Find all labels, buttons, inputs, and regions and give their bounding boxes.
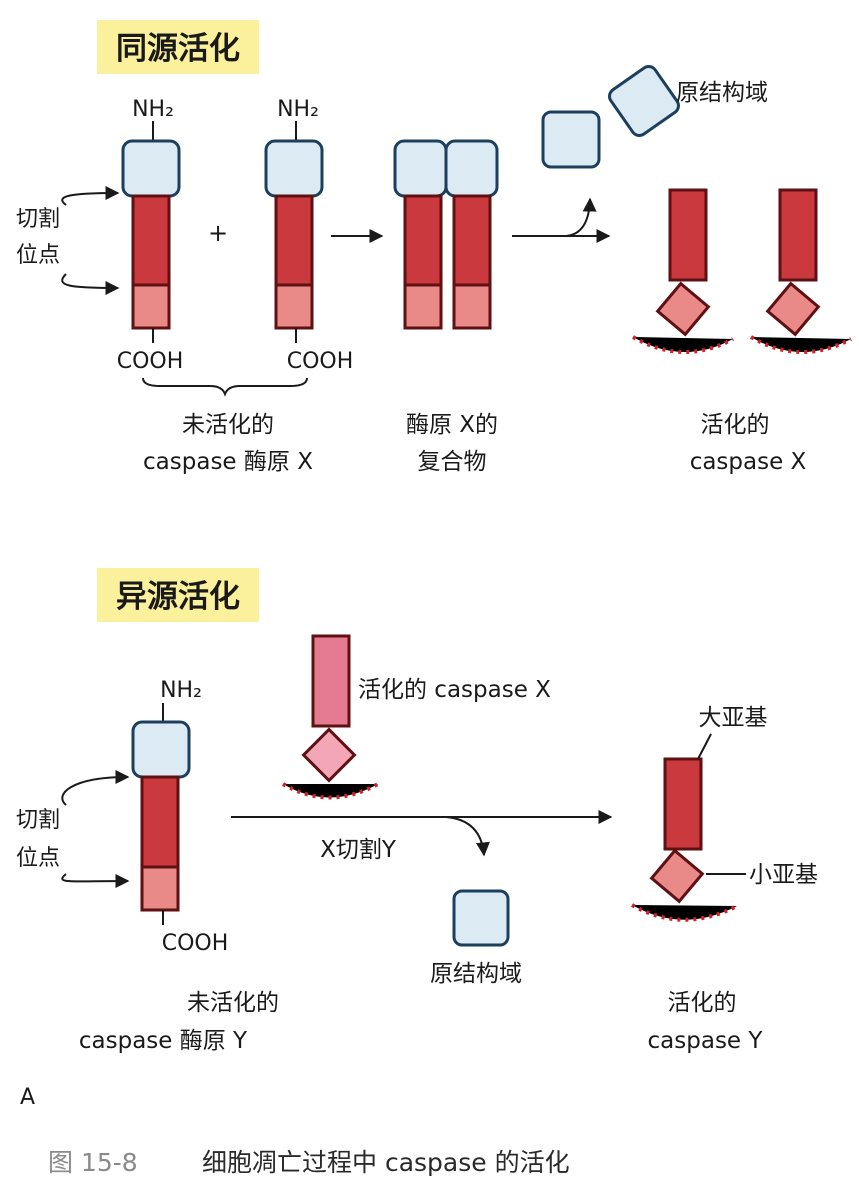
procaspase-y: NH₂ COOH [131, 678, 229, 956]
inactive-procaspase-x-label-line1: 未活化的 [182, 412, 274, 438]
released-prodomain [541, 110, 601, 169]
heterologous-activation-section: 异源活化 NH₂ COOH 切割 位点 未活化的 caspase 酶原 Y 活化… [16, 568, 818, 1054]
cleavage-site-label-line1: 切割 [16, 808, 60, 833]
cleavage-site-label-top-line1: 切割 [16, 207, 60, 232]
plus-sign: + [208, 219, 228, 247]
procaspase-x-right: NH₂ COOH [264, 97, 354, 374]
activity-rays [631, 903, 738, 922]
active-caspase-x-enzyme [281, 634, 379, 800]
activity-rays [749, 335, 852, 354]
active-caspase-x-label-line1: 活化的 [701, 412, 770, 438]
large-subunit [778, 188, 818, 282]
released-prodomain [452, 889, 510, 947]
large-subunit [668, 188, 708, 282]
homologous-title: 同源活化 [116, 31, 240, 67]
small-subunit [649, 848, 705, 904]
small-subunit [301, 727, 357, 783]
grouping-brace [142, 377, 308, 397]
active-caspase-y-label-line1: 活化的 [668, 990, 737, 1016]
large-subunit [403, 194, 443, 287]
active-caspase-x-label: 活化的 caspase X [358, 677, 551, 703]
panel-label: A [20, 1085, 35, 1110]
large-subunit-leader [697, 733, 712, 760]
large-subunit [452, 194, 492, 287]
prodomain [121, 139, 181, 198]
procaspase-x-left: NH₂ COOH [117, 97, 184, 374]
small-subunit [131, 283, 171, 330]
cleavage-site-label-top-line2: 位点 [16, 243, 60, 268]
cooh-label: COOH [162, 931, 229, 956]
large-subunit [274, 194, 314, 287]
small-subunit [274, 283, 314, 330]
active-caspase-x [631, 188, 852, 354]
nh2-label: NH₂ [132, 97, 174, 122]
complex-label-line2: 复合物 [418, 449, 487, 475]
cleavage-arrow-upper [61, 186, 120, 206]
cleavage-arrow-upper [61, 770, 130, 806]
small-subunit-label: 小亚基 [749, 862, 818, 888]
large-subunit [140, 775, 180, 869]
x-cleaves-y-label: X切割Y [320, 837, 397, 863]
prodomain-label: 原结构域 [430, 961, 522, 987]
prodomain [131, 720, 191, 779]
active-caspase-y [631, 757, 738, 922]
nh2-label: NH₂ [277, 97, 319, 122]
small-subunit [655, 281, 711, 337]
cooh-label: COOH [117, 349, 184, 374]
inactive-procaspase-y-label-line1: 未活化的 [187, 990, 279, 1016]
inactive-procaspase-y-label-line2: caspase 酶原 Y [79, 1028, 248, 1054]
active-caspase-y-label-line2: caspase Y [648, 1028, 764, 1054]
prodomain-label: 原结构域 [676, 80, 768, 106]
small-subunit [140, 865, 180, 912]
cleavage-arrow-lower [61, 273, 120, 295]
prodomain [264, 139, 324, 198]
cleavage-arrow-lower [61, 873, 130, 889]
large-subunit [131, 194, 171, 287]
activity-rays [631, 335, 734, 354]
homologous-activation-section: 同源活化 切割 位点 NH₂ COOH + NH₂ COOH [16, 20, 852, 475]
small-subunit [765, 281, 821, 337]
figure-caption: 细胞凋亡过程中 caspase 的活化 [202, 1148, 570, 1177]
complex-label-line1: 酶原 X的 [406, 412, 498, 438]
prodomain [393, 139, 448, 198]
prodomain-release-arrow [445, 816, 490, 857]
heterologous-title: 异源活化 [116, 579, 240, 615]
inactive-procaspase-x-label-line2: caspase 酶原 X [143, 449, 313, 475]
active-caspase-x-label-line2: caspase X [690, 449, 807, 475]
cooh-label: COOH [287, 349, 354, 374]
activity-rays [281, 782, 379, 800]
large-subunit [663, 757, 703, 851]
nh2-label: NH₂ [160, 678, 202, 703]
cleavage-site-label-line2: 位点 [16, 846, 60, 871]
large-subunit-label: 大亚基 [699, 705, 768, 731]
heterologous-title-bg [97, 568, 259, 622]
homologous-title-bg [97, 20, 259, 74]
large-subunit [311, 634, 351, 728]
figure-number: 图 15-8 [48, 1148, 138, 1177]
prodomain-release-arrow [565, 197, 597, 237]
prodomain [444, 139, 499, 198]
small-subunit [452, 283, 492, 330]
released-prodomain-tilted [608, 65, 680, 137]
procaspase-x-complex [393, 139, 499, 330]
small-subunit [403, 283, 443, 330]
